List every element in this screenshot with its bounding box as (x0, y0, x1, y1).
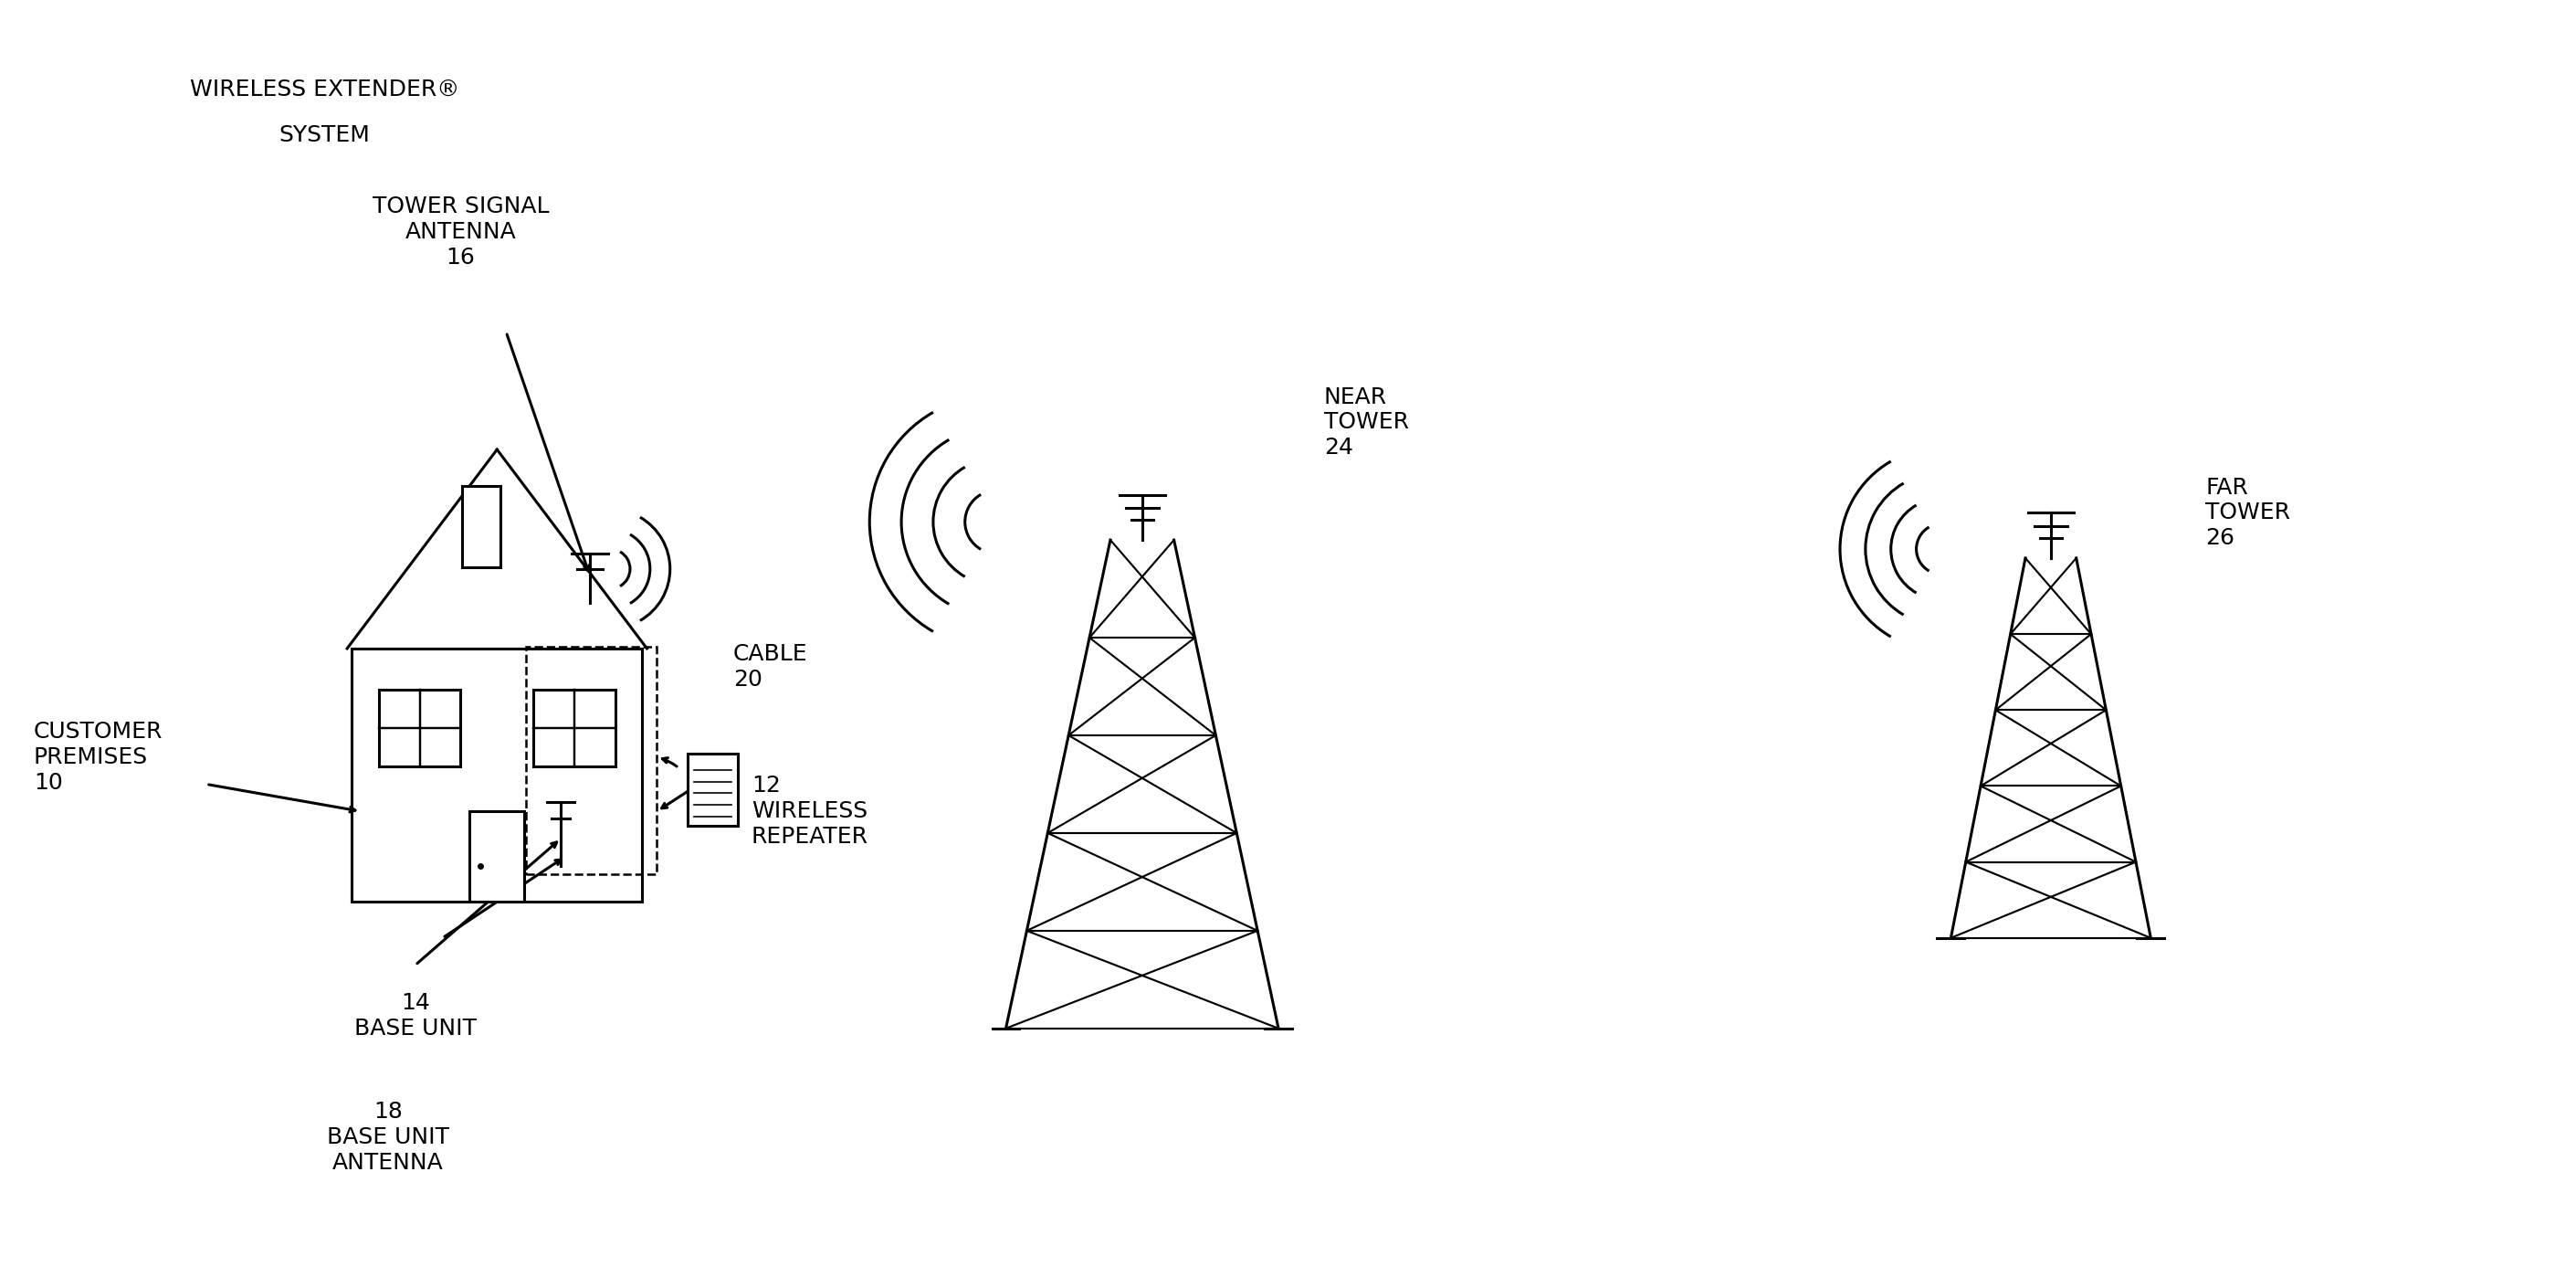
Text: 14
BASE UNIT: 14 BASE UNIT (353, 992, 477, 1039)
Text: CUSTOMER
PREMISES
10: CUSTOMER PREMISES 10 (33, 721, 162, 793)
Text: CABLE
20: CABLE 20 (734, 643, 809, 690)
Bar (461, 486, 500, 567)
Text: 18
BASE UNIT
ANTENNA: 18 BASE UNIT ANTENNA (327, 1101, 448, 1173)
Bar (353, 649, 641, 902)
Bar (526, 647, 657, 875)
Text: NEAR
TOWER
24: NEAR TOWER 24 (1324, 386, 1409, 459)
Text: 12
WIRELESS
REPEATER: 12 WIRELESS REPEATER (752, 775, 868, 848)
Text: SYSTEM: SYSTEM (278, 124, 371, 146)
Bar (469, 811, 526, 902)
Text: WIRELESS EXTENDER®: WIRELESS EXTENDER® (191, 79, 459, 100)
Bar (533, 689, 616, 766)
Bar (379, 689, 461, 766)
Text: FAR
TOWER
26: FAR TOWER 26 (2205, 477, 2290, 549)
Text: TOWER SIGNAL
ANTENNA
16: TOWER SIGNAL ANTENNA 16 (374, 196, 549, 269)
Bar (688, 753, 737, 826)
